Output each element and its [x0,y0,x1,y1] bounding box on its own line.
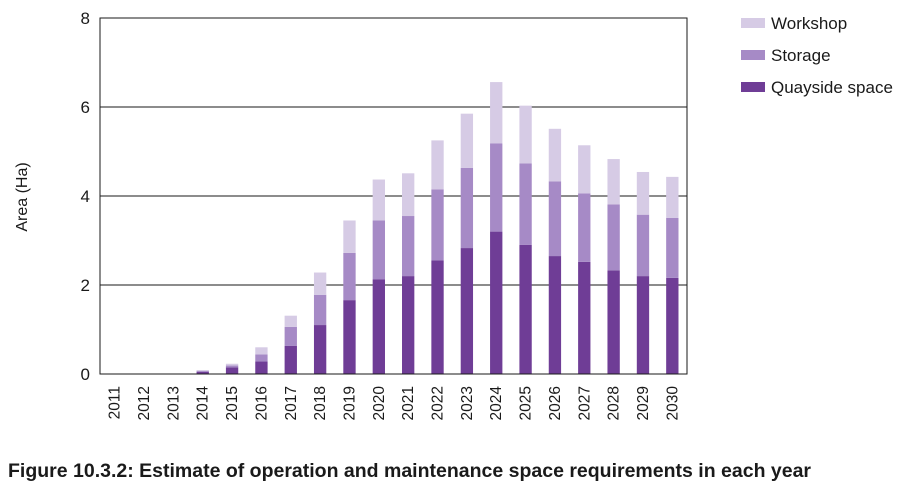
bar-segment [255,361,268,374]
bar-segment [313,294,327,326]
bar-segment [519,163,532,245]
bar-segment [607,270,620,374]
y-tick-label: 0 [81,365,90,384]
legend-swatch [741,18,765,28]
bar-segment [636,276,650,374]
bar-segment [431,140,444,190]
y-tick-label: 6 [81,98,90,117]
x-tick-label: 2024 [488,386,505,421]
x-tick-label: 2027 [576,386,593,420]
bar-segment [607,204,620,271]
bar-segment [548,181,562,257]
bar-segment [284,326,297,346]
bar-segment [490,82,503,144]
bar-segment [255,354,268,362]
bar-segment [343,300,356,374]
bar-segment [460,167,474,249]
bar-segment [284,345,297,374]
bar-segment [578,261,591,374]
bar-segment [196,370,209,371]
x-tick-label: 2020 [371,386,388,421]
bar-segment [225,363,239,366]
y-tick-label: 4 [81,187,90,206]
bar-segment [578,193,591,262]
legend-label: Storage [771,46,831,65]
bar-segment [666,176,679,218]
plot-frame [99,17,688,375]
x-tick-label: 2011 [107,386,124,419]
x-tick-label: 2030 [664,386,681,421]
x-tick-label: 2014 [195,386,212,421]
bar-segment [607,159,620,205]
bar-segment [196,370,209,372]
bar-segment [225,367,239,374]
bar-segment [196,371,209,374]
gridlines [100,106,687,286]
x-tick-label: 2029 [635,386,652,420]
bar-segment [548,256,562,374]
y-tick-label: 8 [81,9,90,28]
bar-segment [343,252,356,301]
legend: Workshop Storage Quayside space [741,14,893,97]
x-tick-label: 2028 [606,386,623,420]
bar-segment [578,145,591,194]
x-tick-label: 2012 [136,386,153,420]
bar-segment [402,173,415,217]
x-tick-label: 2022 [430,386,447,420]
x-tick-label: 2025 [518,386,535,420]
y-axis-title: Area (Ha) [14,162,31,231]
x-tick-label: 2021 [400,386,417,420]
bar-segment [255,347,268,355]
plot-border [99,17,688,375]
bar-segment [666,217,679,278]
bar-segment [519,244,532,374]
bar-segment [313,325,327,374]
bar-segment [431,189,444,261]
bar-segment [402,276,415,374]
bar-segment [490,143,503,232]
bar-segment [372,279,385,374]
x-tick-label: 2015 [224,386,241,420]
bar-segment [490,231,503,374]
bar-segment [284,315,297,327]
bars [196,82,679,374]
bar-segment [519,105,532,164]
bar-segment [548,128,562,182]
bar-segment [402,216,415,277]
y-axis-ticks: 0 2 4 6 8 [81,9,90,384]
bar-segment [460,248,474,374]
x-tick-label: 2017 [283,386,300,420]
bar-segment [431,260,444,374]
legend-swatch [741,82,765,92]
bar-segment [372,179,385,221]
y-tick-label: 2 [81,276,90,295]
x-tick-label: 2019 [341,386,358,420]
x-tick-label: 2013 [165,386,182,420]
bar-segment [313,272,327,295]
bar-segment [225,365,239,368]
legend-label: Workshop [771,14,847,33]
legend-swatch [741,50,765,60]
x-axis-ticks: 2011 2012 2013 2014 2015 2016 2017 2018 2019 2020… [107,386,682,421]
bar-segment [460,113,474,168]
legend-label: Quayside space [771,78,893,97]
bar-segment [372,220,385,280]
x-tick-label: 2026 [547,386,564,420]
bar-segment [343,220,356,253]
x-tick-label: 2018 [312,386,329,420]
x-tick-label: 2023 [459,386,476,420]
x-tick-label: 2016 [253,386,270,420]
bar-segment [666,277,679,374]
bar-segment [636,214,650,277]
bar-segment [636,171,650,215]
figure-caption: Figure 10.3.2: Estimate of operation and… [8,460,812,482]
